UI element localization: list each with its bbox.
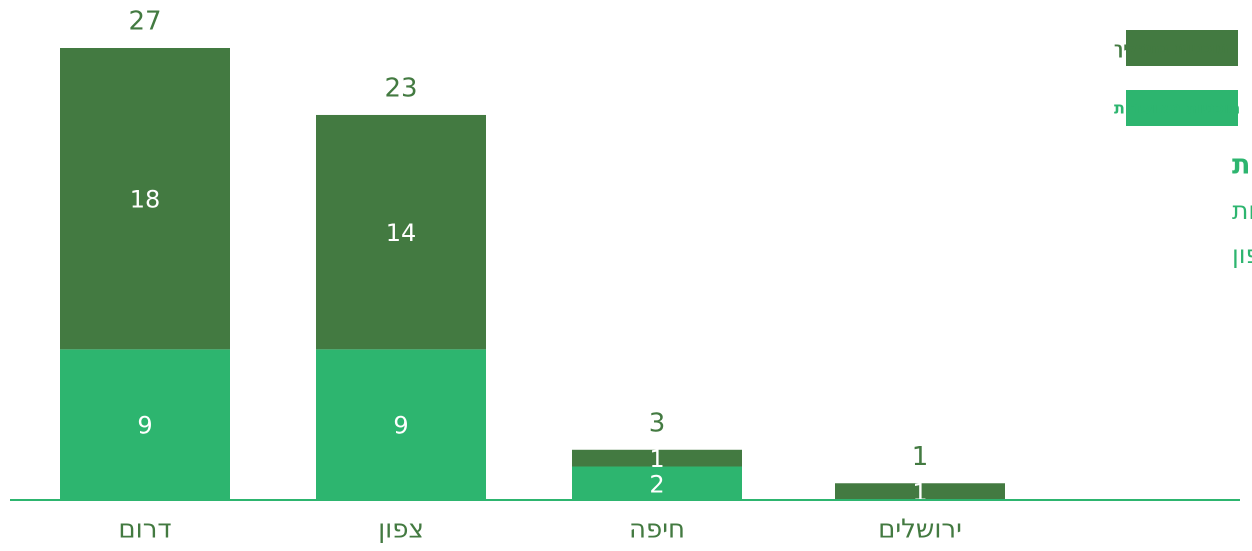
value-label: 2: [649, 470, 664, 498]
x-tick-label: ירושלים: [878, 515, 962, 545]
legend-swatch: [1126, 90, 1238, 126]
x-tick-label: חיפה: [629, 515, 685, 545]
annotation-line: במחוזות הדרום והצפון: [1232, 240, 1252, 269]
total-label: 3: [649, 408, 666, 438]
value-label: 9: [137, 412, 152, 440]
bar-segment: [835, 483, 1005, 500]
total-label: 27: [128, 7, 161, 37]
annotation-line: (50 מתוך 54) מרוכזות: [1232, 196, 1252, 225]
bar-segment: [316, 349, 486, 500]
value-label: 9: [393, 412, 408, 440]
legend-label: תוכניות מאושרות: [1114, 99, 1240, 118]
legend-swatch: [1126, 30, 1238, 66]
value-label: 14: [386, 219, 417, 247]
value-label: 18: [130, 186, 161, 214]
value-label: 1: [649, 445, 664, 473]
bar-segment: [60, 48, 230, 350]
annotation-title: 93% מכלל התוכניות: [1232, 150, 1252, 181]
x-tick-label: צפון: [378, 515, 424, 545]
value-label: 1: [912, 479, 927, 507]
legend-label: תוכניות בתהליך: [1114, 39, 1229, 58]
bar-segment: [572, 449, 742, 467]
total-label: 23: [384, 73, 417, 103]
bar-segment: [316, 114, 486, 350]
x-tick-label: דרום: [118, 515, 171, 545]
total-label: 1: [912, 442, 929, 472]
bar-segment: [572, 466, 742, 500]
bar-segment: [60, 349, 230, 500]
